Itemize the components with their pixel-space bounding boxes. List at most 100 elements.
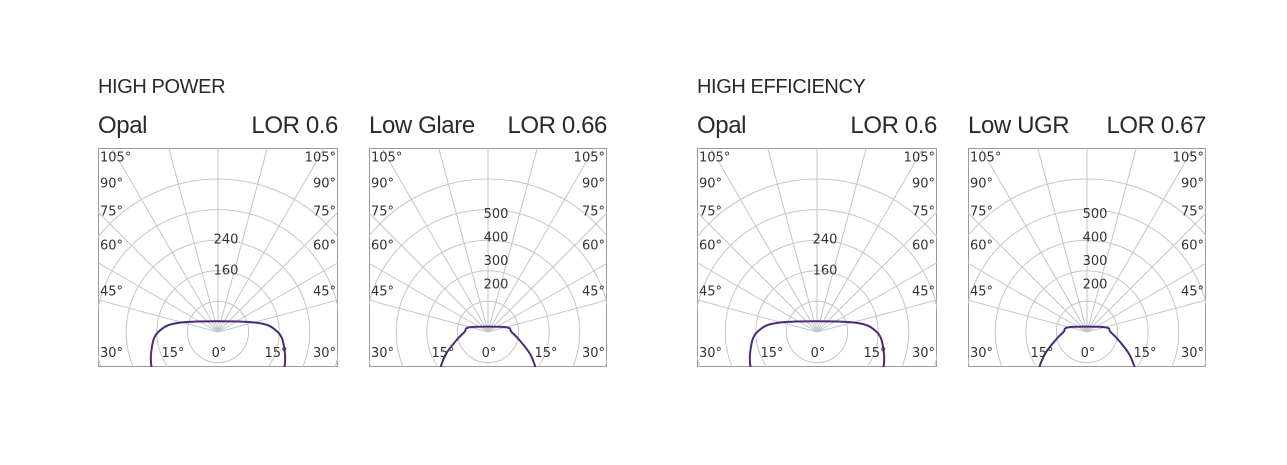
angle-label-left: 90° (970, 177, 993, 192)
angle-label-left: 105° (371, 151, 402, 166)
angle-label-zero: 0° (1081, 346, 1096, 361)
grid-spoke (697, 299, 818, 333)
angle-label-right: 30° (582, 346, 605, 361)
angle-label-left: 90° (699, 177, 722, 192)
angle-label-right: 30° (912, 346, 935, 361)
angle-label-right: 75° (1181, 205, 1204, 220)
angle-label-right: 45° (313, 285, 336, 300)
angle-label-left: 15° (1030, 346, 1053, 361)
angle-label-left: 75° (371, 205, 394, 220)
polar-diagram-opal-high-efficiency: 105° 90° 75° 60° 45° 30° 15° 105° 90° 75° 60° 45° 30… (697, 148, 937, 367)
angle-label-left: 60° (699, 239, 722, 254)
chart-title: Low Glare (369, 112, 475, 139)
angle-label-left: 30° (100, 346, 123, 361)
intensity-curve (748, 320, 886, 367)
grid-spoke (697, 211, 818, 333)
angle-label-left: 30° (970, 346, 993, 361)
angle-label-left: 75° (699, 205, 722, 220)
grid-spoke (98, 262, 219, 333)
angle-label-right: 30° (1181, 346, 1204, 361)
radial-value-label: 240 (214, 233, 239, 248)
angle-label-right: 90° (912, 177, 935, 192)
angle-label-right: 30° (313, 346, 336, 361)
grid-spoke (217, 211, 338, 333)
chart-title: Opal (98, 112, 148, 139)
angle-label-right: 15° (534, 346, 557, 361)
polar-diagram-opal-high-power: 105° 90° 75° 60° 45° 30° 15° 105° 90° 75° 60° 45° 30… (98, 148, 338, 367)
radial-value-label: 160 (813, 263, 838, 278)
chart-lor-value: LOR 0.67 (1106, 112, 1206, 139)
angle-label-right: 60° (582, 239, 605, 254)
grid-spoke (1037, 148, 1088, 333)
angle-label-left: 75° (100, 205, 123, 220)
radial-value-label: 400 (484, 230, 509, 245)
angle-label-right: 15° (264, 346, 287, 361)
angle-label-right: 45° (1181, 285, 1204, 300)
angle-label-left: 15° (161, 346, 184, 361)
angle-label-right: 15° (1133, 346, 1156, 361)
grid-spoke (1086, 148, 1194, 333)
angle-label-left: 15° (760, 346, 783, 361)
angle-label-left: 45° (371, 285, 394, 300)
angle-label-right: 45° (912, 285, 935, 300)
radial-value-label: 400 (1083, 230, 1108, 245)
grid-spoke (1086, 262, 1206, 333)
grid-spoke (369, 299, 489, 333)
grid-spoke (980, 148, 1088, 333)
angle-label-right: 45° (582, 285, 605, 300)
radial-value-label: 160 (214, 263, 239, 278)
grid-spoke (767, 148, 818, 333)
angle-label-right: 15° (863, 346, 886, 361)
angle-label-right: 75° (313, 205, 336, 220)
angle-label-right: 90° (313, 177, 336, 192)
grid-spoke (217, 148, 268, 333)
grid-spoke (968, 212, 1088, 333)
angle-label-right: 75° (582, 205, 605, 220)
angle-label-right: 90° (582, 177, 605, 192)
intensity-curve (439, 325, 537, 367)
grid-spoke (968, 299, 1088, 333)
polar-diagram-low-ugr: 105° 90° 75° 60° 45° 30° 15° 105° 90° 75° 60° 45° 30… (968, 148, 1206, 367)
angle-label-right: 60° (912, 239, 935, 254)
angle-label-left: 15° (431, 346, 454, 361)
angle-label-zero: 0° (212, 346, 227, 361)
angle-label-left: 60° (100, 239, 123, 254)
grid-spoke (98, 211, 219, 333)
angle-label-left: 105° (100, 151, 131, 166)
angle-label-left: 90° (371, 177, 394, 192)
grid-spoke (381, 148, 489, 333)
chart-lor-value: LOR 0.6 (850, 112, 937, 139)
grid-spoke (487, 148, 595, 333)
grid-spoke (816, 211, 937, 333)
angle-label-right: 90° (1181, 177, 1204, 192)
angle-label-right: 75° (912, 205, 935, 220)
intensity-curve (149, 320, 287, 367)
angle-label-left: 75° (970, 205, 993, 220)
chart-title: Opal (697, 112, 747, 139)
grid-spoke (98, 299, 219, 333)
grid-spoke (369, 212, 489, 333)
chart-title: Low UGR (968, 112, 1070, 139)
grid-spoke (968, 262, 1088, 333)
angle-label-right: 60° (1181, 239, 1204, 254)
angle-label-right: 105° (1173, 151, 1204, 166)
grid-spoke (111, 148, 219, 333)
radial-value-label: 240 (813, 233, 838, 248)
angle-label-right: 105° (574, 151, 605, 166)
grid-spoke (487, 148, 538, 333)
angle-label-left: 30° (371, 346, 394, 361)
angle-label-left: 45° (970, 285, 993, 300)
grid-spoke (369, 262, 489, 333)
grid-spoke (710, 148, 818, 333)
grid-spoke (1086, 299, 1206, 333)
angle-label-right: 105° (305, 151, 336, 166)
grid-spoke (816, 148, 924, 333)
grid-spoke (487, 212, 607, 333)
angle-label-left: 30° (699, 346, 722, 361)
grid-spoke (487, 299, 607, 333)
chart-lor-value: LOR 0.6 (251, 112, 338, 139)
radial-value-label: 200 (484, 277, 509, 292)
radial-value-label: 200 (1083, 277, 1108, 292)
angle-label-left: 105° (699, 151, 730, 166)
radial-value-label: 500 (1083, 207, 1108, 222)
